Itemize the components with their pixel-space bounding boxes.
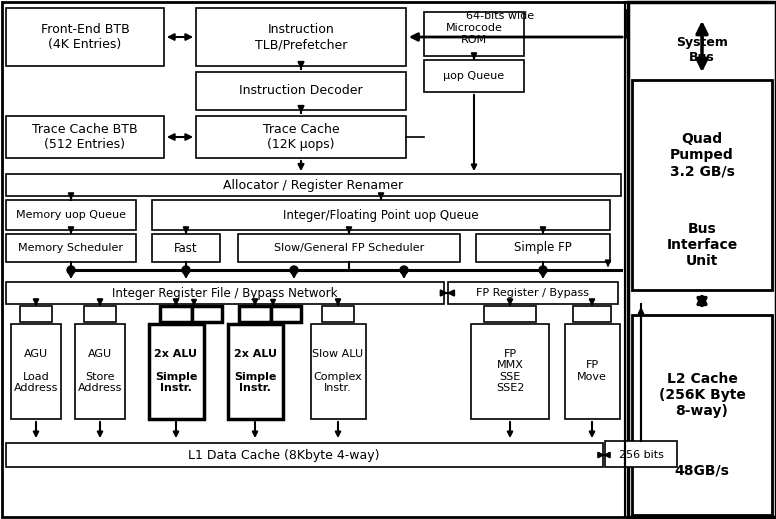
Bar (84, 306, 116, 322)
Bar (6, 8, 164, 66)
Bar (149, 324, 204, 419)
Text: 256 bits: 256 bits (618, 450, 663, 460)
Bar (11, 324, 61, 419)
Text: AGU

Store
Address: AGU Store Address (78, 349, 122, 393)
Bar (6, 443, 603, 467)
Text: 2x ALU

Simple
Instr.: 2x ALU Simple Instr. (234, 349, 276, 393)
Circle shape (400, 266, 408, 274)
Circle shape (67, 266, 75, 274)
Text: Slow/General FP Scheduler: Slow/General FP Scheduler (274, 243, 424, 253)
Text: Integer Register File / Bypass Network: Integer Register File / Bypass Network (113, 286, 338, 299)
Bar (6, 200, 136, 230)
Bar (196, 72, 406, 110)
Text: L2 Cache
(256K Byte
8-way): L2 Cache (256K Byte 8-way) (659, 372, 746, 418)
Circle shape (539, 266, 547, 274)
Text: Memory uop Queue: Memory uop Queue (16, 210, 126, 220)
Bar (632, 80, 772, 290)
Text: System
Bus: System Bus (676, 36, 728, 64)
Text: L1 Data Cache (8Kbyte 4-way): L1 Data Cache (8Kbyte 4-way) (189, 448, 379, 461)
Bar (471, 324, 549, 419)
Text: Microcode
ROM: Microcode ROM (445, 23, 502, 45)
Text: Simple FP: Simple FP (514, 241, 572, 254)
Bar (484, 306, 536, 322)
Text: 64-bits wide: 64-bits wide (466, 11, 534, 21)
Text: 48GB/s: 48GB/s (674, 463, 729, 477)
Bar (196, 8, 406, 66)
Text: Memory Scheduler: Memory Scheduler (19, 243, 123, 253)
Bar (228, 324, 283, 419)
Bar (152, 200, 610, 230)
Bar (192, 306, 222, 322)
Bar (75, 324, 125, 419)
Text: FP
Move: FP Move (577, 360, 607, 382)
Bar (6, 116, 164, 158)
Text: Instruction Decoder: Instruction Decoder (239, 85, 363, 98)
Bar (20, 306, 52, 322)
Text: Allocator / Register Renamer: Allocator / Register Renamer (223, 179, 403, 192)
Bar (424, 60, 524, 92)
Text: AGU

Load
Address: AGU Load Address (14, 349, 58, 393)
Bar (573, 306, 611, 322)
Bar (6, 174, 621, 196)
Bar (152, 234, 220, 262)
Text: μop Queue: μop Queue (443, 71, 504, 81)
Text: Trace Cache
(12K μops): Trace Cache (12K μops) (263, 123, 339, 151)
Text: Slow ALU

Complex
Instr.: Slow ALU Complex Instr. (313, 349, 364, 393)
Bar (628, 2, 776, 517)
Text: 2x ALU

Simple
Instr.: 2x ALU Simple Instr. (154, 349, 198, 393)
Text: Fast: Fast (174, 241, 198, 254)
Circle shape (182, 266, 190, 274)
Text: FP Register / Bypass: FP Register / Bypass (476, 288, 590, 298)
Bar (160, 306, 192, 322)
Bar (238, 234, 460, 262)
Bar (632, 315, 772, 515)
Bar (565, 324, 620, 419)
Text: Integer/Floating Point uop Queue: Integer/Floating Point uop Queue (283, 209, 479, 222)
Bar (271, 306, 301, 322)
Text: Front-End BTB
(4K Entries): Front-End BTB (4K Entries) (40, 23, 130, 51)
Text: Trace Cache BTB
(512 Entries): Trace Cache BTB (512 Entries) (32, 123, 138, 151)
Bar (239, 306, 271, 322)
Text: Quad
Pumped
3.2 GB/s: Quad Pumped 3.2 GB/s (670, 132, 734, 178)
Text: Instruction
TLB/Prefetcher: Instruction TLB/Prefetcher (255, 23, 347, 51)
Bar (424, 12, 524, 56)
Text: Bus
Interface
Unit: Bus Interface Unit (667, 222, 738, 268)
Bar (476, 234, 610, 262)
Bar (6, 234, 136, 262)
Bar (605, 441, 677, 467)
Bar (322, 306, 354, 322)
Bar (448, 282, 618, 304)
Text: FP
MMX
SSE
SSE2: FP MMX SSE SSE2 (496, 349, 524, 393)
Bar (196, 116, 406, 158)
Bar (6, 282, 444, 304)
Bar (311, 324, 366, 419)
Circle shape (290, 266, 298, 274)
